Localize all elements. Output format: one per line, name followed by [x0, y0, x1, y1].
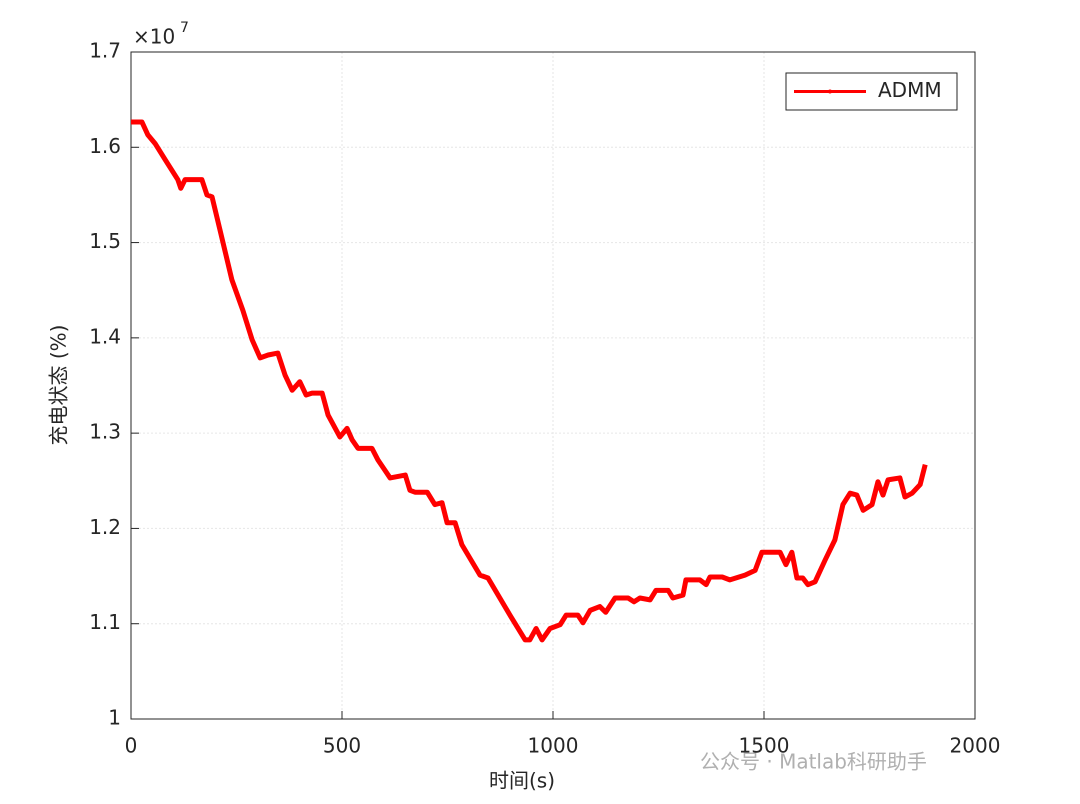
watermark: 公众号 · Matlab科研助手 [700, 750, 927, 774]
y-tick-label: 1.2 [89, 515, 121, 539]
y-exponent: 7 [180, 20, 189, 36]
axes-box [130, 51, 976, 720]
x-tick-label: 1500 [739, 734, 790, 758]
y-tick-label: 1 [108, 706, 121, 730]
y-tick-label: 1.7 [89, 39, 121, 63]
y-axis-label: 充电状态 (%) [47, 325, 71, 446]
y-tick-label: 1.6 [89, 134, 121, 158]
x-tick-label: 2000 [950, 734, 1001, 758]
y-multiplier: ×10 [133, 25, 175, 49]
y-tick-label: 1.3 [89, 420, 121, 444]
y-tick-label: 1.4 [89, 324, 121, 348]
legend-marker [828, 89, 832, 94]
x-tick-label: 500 [323, 734, 361, 758]
y-tick-label: 1.1 [89, 610, 121, 634]
x-tick-label: 0 [125, 734, 138, 758]
x-axis-label: 时间(s) [489, 769, 555, 793]
x-tick-label: 1000 [528, 734, 579, 758]
legend-label: ADMM [878, 78, 942, 102]
data-line [131, 119, 928, 643]
y-tick-label: 1.5 [89, 229, 121, 253]
